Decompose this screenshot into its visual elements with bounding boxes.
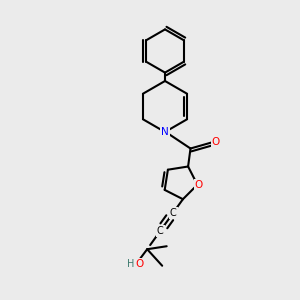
Text: O: O — [212, 137, 220, 148]
Text: C: C — [170, 208, 177, 218]
Text: C: C — [157, 226, 164, 236]
Text: H: H — [127, 259, 135, 269]
Text: O: O — [195, 180, 203, 190]
Text: N: N — [161, 127, 169, 137]
Text: O: O — [136, 259, 144, 269]
